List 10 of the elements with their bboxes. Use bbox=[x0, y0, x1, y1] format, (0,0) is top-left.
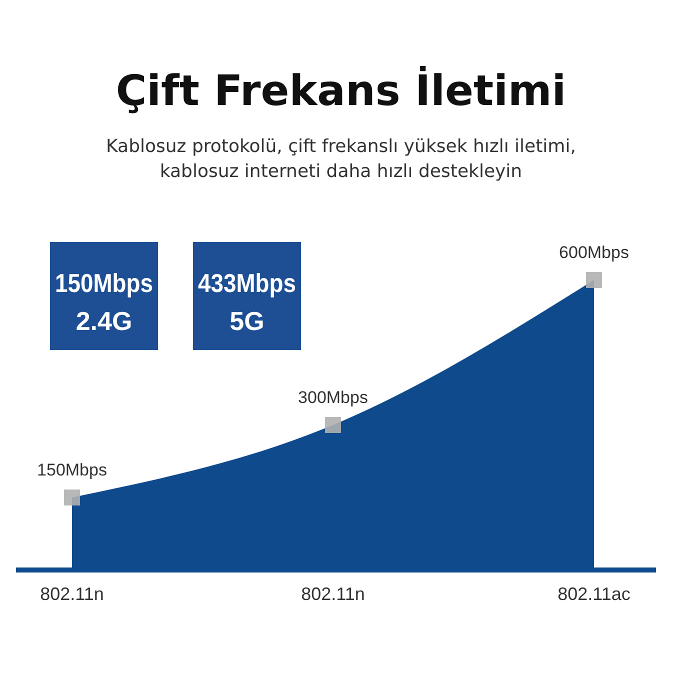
x-tick-label: 802.11n bbox=[301, 584, 365, 604]
data-label: 600Mbps bbox=[559, 243, 629, 262]
x-tick-label: 802.11ac bbox=[558, 584, 630, 604]
chart-title: Çift Frekans İletimi bbox=[116, 66, 566, 115]
data-label: 150Mbps bbox=[37, 460, 107, 480]
annotation: 433Mbps 5G bbox=[198, 268, 310, 336]
x-tick-label: 802.11n bbox=[40, 584, 104, 604]
annotation: 150Mbps 2.4G bbox=[55, 268, 166, 336]
chart-subtitle: Kablosuz protokolü, çift frekanslı yüksek hızlı iletimi, kablosuz interneti daha hızlı destekleyin bbox=[106, 136, 576, 182]
data-label: 300Mbps bbox=[298, 388, 368, 407]
